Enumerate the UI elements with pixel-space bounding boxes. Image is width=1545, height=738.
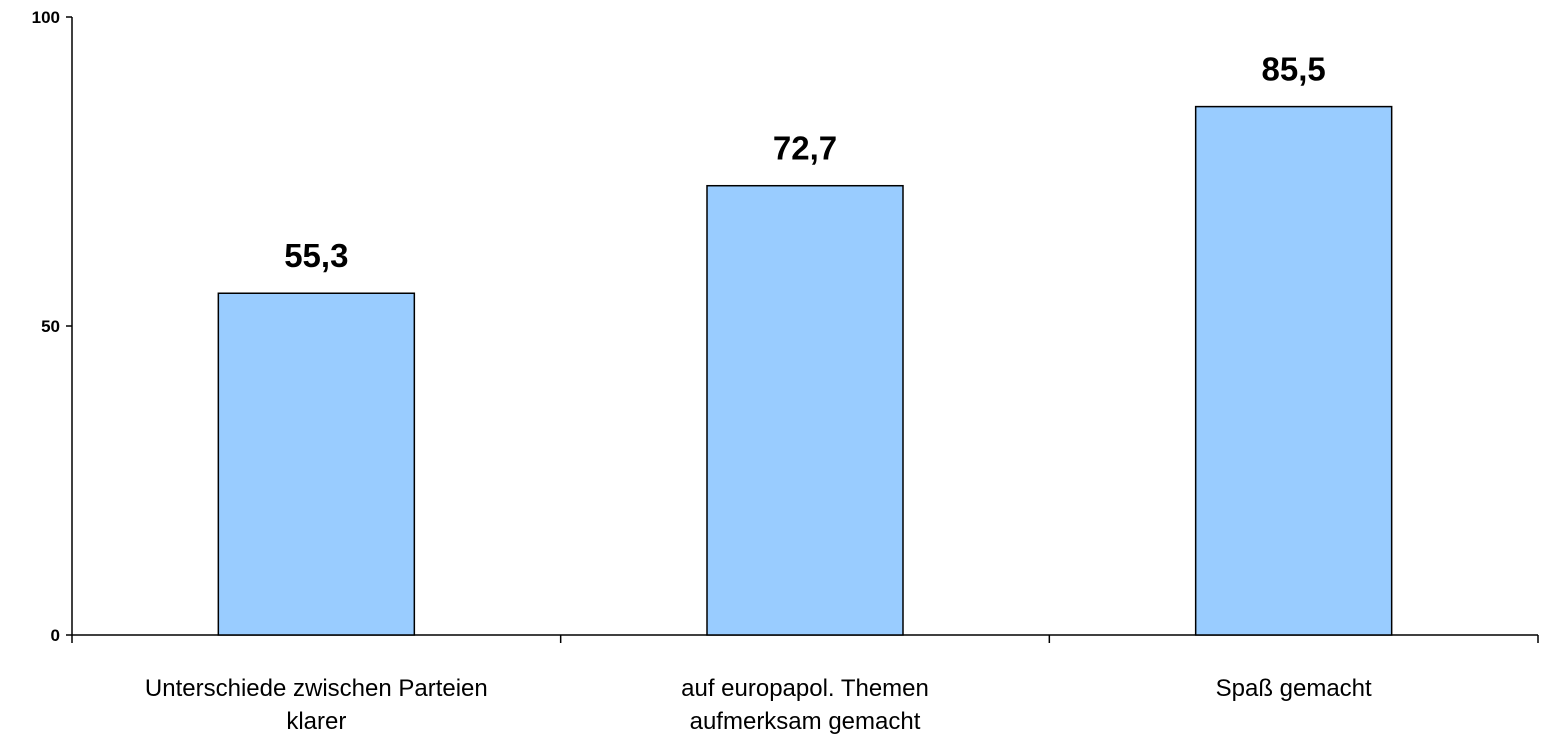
- y-tick-label: 100: [32, 8, 60, 27]
- x-axis: [71, 634, 1539, 643]
- y-tick-label: 0: [51, 626, 60, 645]
- bars: [217, 105, 1393, 636]
- bar-value-label: 85,5: [1262, 51, 1326, 88]
- bar: [706, 184, 904, 636]
- category-label: Unterschiede zwischen Parteien klarer: [145, 675, 488, 735]
- category-label: Spaß gemacht: [1216, 675, 1372, 702]
- value-labels: 55,3 72,7 85,5: [284, 51, 1326, 275]
- category-label-line: Spaß gemacht: [1216, 675, 1372, 702]
- category-labels: Unterschiede zwischen Parteien klarer auf …: [145, 675, 1372, 735]
- bar: [217, 292, 416, 636]
- category-label-line: auf europapol. Themen: [681, 675, 929, 702]
- bar-value-label: 55,3: [284, 237, 348, 274]
- category-label-line: aufmerksam gemacht: [690, 708, 921, 735]
- category-label-line: Unterschiede zwischen Parteien: [145, 675, 488, 702]
- y-axis: 0 50 100: [32, 8, 73, 645]
- bar-value-label: 72,7: [773, 130, 837, 167]
- category-label-line: klarer: [286, 708, 346, 735]
- category-label: auf europapol. Themen aufmerksam gemacht: [681, 675, 929, 735]
- y-tick-label: 50: [41, 317, 60, 336]
- bar: [1194, 105, 1393, 636]
